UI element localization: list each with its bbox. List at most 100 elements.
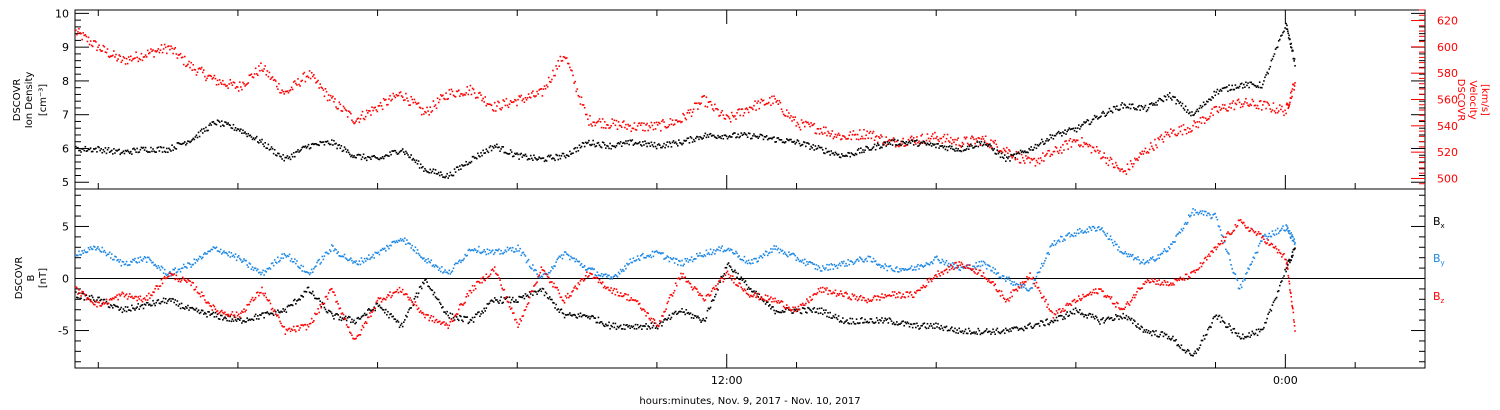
bx-point [204, 311, 206, 314]
velocity-point [1002, 147, 1005, 150]
bx-point [909, 323, 912, 325]
by-point [1019, 283, 1022, 286]
density-point [407, 154, 409, 156]
velocity-point [817, 128, 820, 130]
bz-point [259, 291, 261, 294]
bx-point [509, 301, 512, 304]
bx-point [923, 322, 926, 325]
by-point [413, 250, 416, 252]
bz-point [209, 305, 211, 307]
velocity-point [721, 109, 724, 112]
by-point [1254, 252, 1257, 254]
by-point [863, 260, 865, 263]
by-point [310, 268, 313, 271]
velocity-point [1040, 159, 1043, 162]
velocity-point [1181, 133, 1184, 136]
bx-point [525, 295, 528, 297]
by-point [252, 269, 255, 271]
by-point [880, 266, 882, 269]
velocity-point [541, 95, 544, 97]
bx-point [615, 328, 618, 331]
by-point [1080, 231, 1082, 233]
bx-point [233, 316, 236, 318]
velocity-point [137, 60, 140, 63]
density-point [864, 149, 866, 152]
bx-point [224, 316, 226, 319]
density-point [176, 142, 179, 144]
velocity-point [323, 95, 326, 98]
density-point [908, 140, 911, 143]
bx-point [317, 297, 319, 300]
density-point [113, 148, 115, 150]
by-point [1290, 235, 1293, 238]
velocity-point [999, 150, 1002, 152]
by-point [151, 262, 153, 264]
by-point [290, 257, 293, 260]
bz-point [151, 294, 153, 297]
by-point [983, 261, 986, 264]
velocity-point [1294, 82, 1296, 84]
bx-point [620, 328, 623, 330]
velocity-y-tick-label: 520 [1437, 146, 1458, 159]
velocity-point [871, 132, 874, 135]
velocity-point [288, 90, 291, 92]
density-point [121, 151, 124, 154]
by-point [852, 263, 855, 266]
by-point [428, 260, 430, 263]
by-point [365, 257, 368, 260]
density-point [649, 145, 652, 147]
top-right-ylabel-3: [km/s] [1479, 84, 1490, 116]
by-point [292, 260, 295, 263]
density-point [311, 142, 314, 145]
velocity-point [326, 99, 329, 102]
by-point [733, 253, 735, 255]
density-point [985, 144, 988, 146]
velocity-point [1222, 107, 1225, 110]
by-point [538, 276, 541, 278]
density-point [178, 142, 181, 145]
by-point [447, 272, 450, 275]
bx-point [206, 315, 208, 318]
velocity-point [787, 115, 789, 118]
by-point [574, 260, 576, 263]
bx-point [181, 306, 184, 309]
velocity-point [135, 51, 137, 54]
by-point [287, 255, 290, 258]
density-point [1193, 113, 1195, 116]
density-point [805, 145, 807, 148]
by-point [1184, 221, 1187, 224]
by-point [1185, 223, 1188, 225]
density-point [896, 144, 898, 146]
bx-point [736, 276, 738, 279]
bx-point [378, 304, 381, 307]
by-point [167, 273, 169, 276]
bx-point [694, 315, 697, 317]
velocity-point [835, 136, 838, 138]
velocity-point [979, 144, 982, 147]
density-point [965, 148, 968, 150]
by-point [861, 258, 863, 261]
bx-point [667, 317, 670, 319]
density-point [920, 141, 922, 144]
bx-point [408, 308, 410, 311]
bx-point [1287, 264, 1289, 266]
by-point [957, 266, 959, 269]
velocity-point [1272, 102, 1275, 104]
by-point [122, 261, 125, 263]
bx-point [684, 313, 687, 316]
bx-point [1214, 315, 1217, 318]
density-point [487, 151, 490, 154]
bx-point [766, 301, 769, 303]
bx-point [225, 317, 227, 320]
bx-point [384, 308, 387, 311]
by-point [653, 251, 656, 253]
density-point [581, 141, 584, 144]
bx-point [409, 307, 411, 309]
by-point [865, 257, 867, 260]
density-point [417, 160, 420, 162]
velocity-point [981, 135, 984, 138]
bx-point [508, 296, 511, 299]
by-point [1214, 212, 1217, 215]
bx-point [369, 309, 371, 311]
velocity-point [1261, 109, 1263, 111]
